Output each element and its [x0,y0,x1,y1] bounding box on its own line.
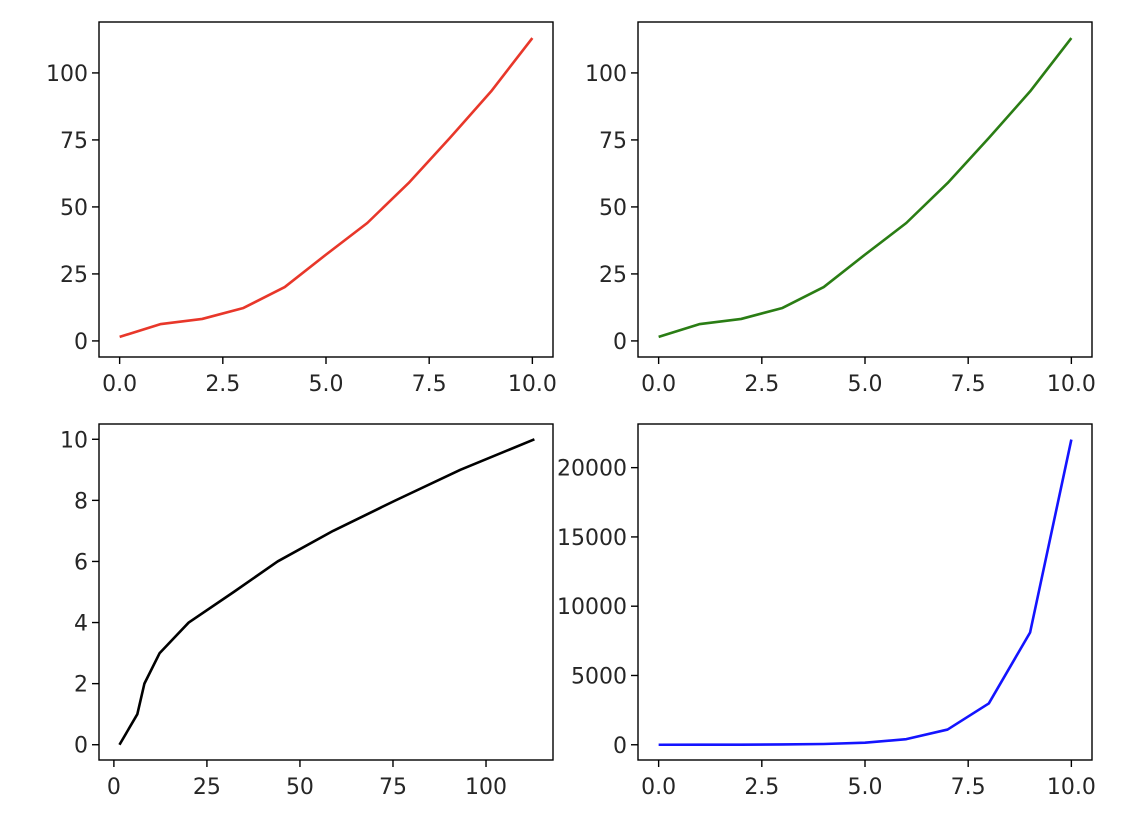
y-tick-label: 5000 [571,664,627,689]
x-tick-label: 25 [193,775,221,800]
x-tick-label: 10.0 [508,372,557,397]
y-tick-label: 10000 [557,595,627,620]
y-tick-label: 15000 [557,526,627,551]
subplot-3: 0 25 50 75 100 0 2 4 6 8 10 [60,423,554,800]
x-tick-label: 5.0 [848,775,883,800]
x-tick-label: 2.5 [205,372,240,397]
subplot-4: 0.0 2.5 5.0 7.5 10.0 0 5000 10000 15000 20000 [557,423,1096,800]
x-tick-label: 0 [107,775,121,800]
y-tick-label: 0 [74,330,88,355]
x-tick-label: 2.5 [744,372,779,397]
x-tick-label: 75 [379,775,407,800]
y-tick-label: 6 [74,550,88,575]
x-tick-label: 7.5 [951,372,986,397]
series-line [658,37,1073,339]
y-tick-label: 50 [60,196,88,221]
y-tick-label: 20000 [557,457,627,482]
y-tick-label: 0 [74,734,88,759]
x-tick-label: 0.0 [641,775,676,800]
x-tick-label: 7.5 [412,372,447,397]
x-tick-label: 0.0 [102,372,137,397]
y-tick-label: 0 [613,734,627,759]
x-tick-label: 2.5 [744,775,779,800]
y-tick-label: 25 [60,263,88,288]
axes-frame [98,21,554,358]
x-tick-label: 5.0 [848,372,883,397]
axes-frame [98,423,554,761]
y-tick-label: 10 [60,428,88,453]
x-tick-label: 0.0 [641,372,676,397]
x-tick-label: 50 [286,775,314,800]
series-line [118,438,535,746]
y-tick-label: 0 [613,330,627,355]
subplot-1: 0.0 2.5 5.0 7.5 10.0 0 25 50 75 100 [46,21,557,397]
y-tick-label: 2 [74,673,88,698]
y-tick-label: 4 [74,612,88,637]
y-tick-label: 75 [599,129,627,154]
y-tick-label: 75 [60,129,88,154]
axes-frame [637,21,1093,358]
subplot-2: 0.0 2.5 5.0 7.5 10.0 0 25 50 75 100 [585,21,1096,397]
x-tick-label: 10.0 [1047,775,1096,800]
y-tick-label: 8 [74,489,88,514]
y-tick-label: 100 [585,62,627,87]
y-tick-label: 100 [46,62,88,87]
series-line [119,37,534,339]
x-tick-label: 10.0 [1047,372,1096,397]
axes-frame [637,423,1093,761]
x-tick-label: 7.5 [951,775,986,800]
series-line [658,439,1073,747]
x-tick-label: 100 [465,775,507,800]
y-tick-label: 50 [599,196,627,221]
x-tick-label: 5.0 [309,372,344,397]
y-tick-label: 25 [599,263,627,288]
